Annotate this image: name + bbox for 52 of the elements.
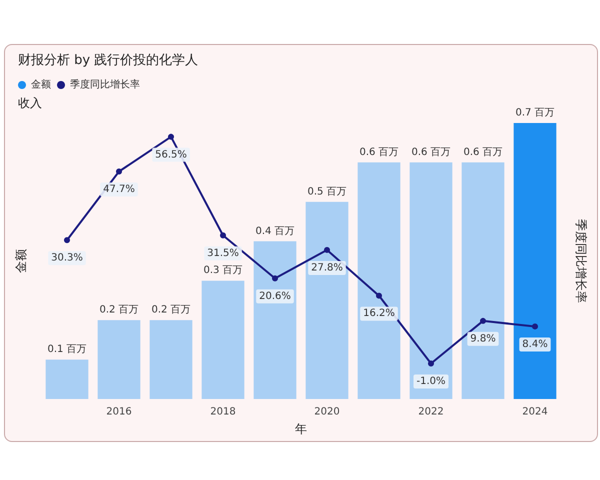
bar	[150, 320, 192, 399]
data-label: 0.7 百万	[515, 108, 555, 118]
point	[168, 134, 174, 140]
bar	[306, 202, 348, 399]
chart-title: 财报分析 by 践行价投的化学人	[18, 53, 198, 68]
bar	[202, 280, 244, 399]
x-tick-label: 2016	[106, 406, 132, 418]
data-label: 31.5%	[207, 248, 239, 259]
bar	[98, 320, 140, 399]
data-label: 0.1 百万	[47, 344, 87, 356]
point	[272, 275, 278, 282]
point	[428, 360, 434, 367]
point	[64, 237, 70, 244]
bar	[410, 162, 452, 399]
x-tick-label: 2022	[418, 406, 444, 418]
data-label: 0.5 百万	[307, 186, 347, 198]
data-label: 0.3 百万	[203, 265, 243, 276]
point	[324, 246, 330, 253]
legend-label: 季度同比增长率	[70, 78, 140, 90]
data-label: 30.3%	[51, 252, 83, 264]
x-axis-title: 年	[295, 422, 307, 436]
point	[376, 292, 382, 299]
data-label: 0.6 百万	[359, 146, 399, 158]
data-label: 16.2%	[363, 308, 395, 320]
data-label: 0.2 百万	[99, 304, 139, 316]
x-tick-label: 2020	[314, 406, 340, 418]
data-label: 0.2 百万	[151, 304, 191, 316]
chart-subtitle: 收入	[18, 96, 42, 110]
data-label: 8.4%	[522, 338, 548, 350]
bar	[254, 241, 296, 399]
bar	[462, 162, 504, 399]
point	[532, 323, 538, 330]
data-label: 9.8%	[470, 333, 496, 344]
data-label: 0.6 百万	[411, 146, 451, 158]
x-tick-label: 2024	[522, 406, 548, 418]
legend-label: 金额	[31, 78, 51, 90]
data-label: 56.5%	[155, 149, 187, 160]
data-label: 47.7%	[103, 184, 135, 195]
data-label: -1.0%	[416, 376, 446, 388]
data-label: 0.4 百万	[255, 226, 295, 237]
y2-axis-title: 季度同比增长率	[574, 219, 588, 303]
bar	[358, 162, 400, 399]
data-label: 20.6%	[259, 290, 291, 302]
point	[116, 168, 122, 174]
bar	[514, 123, 556, 399]
data-label: 27.8%	[311, 262, 343, 274]
point	[480, 318, 486, 324]
x-tick-label: 2018	[210, 406, 236, 418]
point	[220, 232, 226, 238]
data-label: 0.6 百万	[463, 146, 503, 158]
y-axis-title: 金额	[14, 249, 28, 273]
bar	[46, 360, 88, 399]
